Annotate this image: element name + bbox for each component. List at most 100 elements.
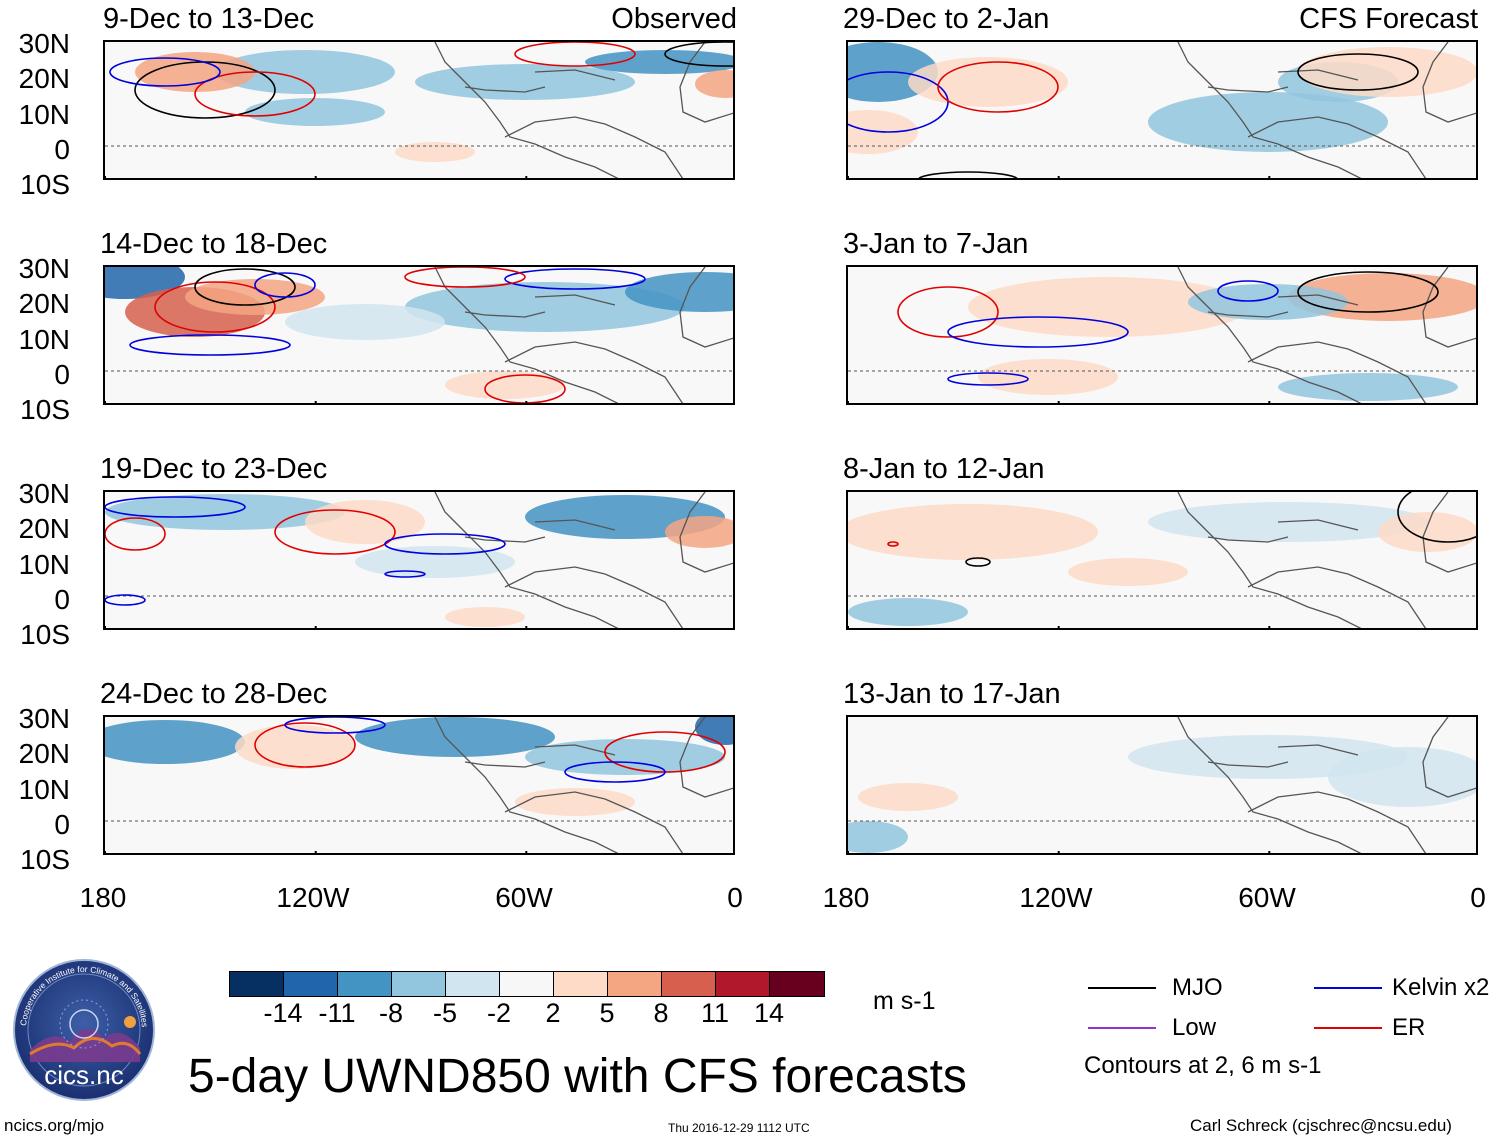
colorbar-swatch [554,972,608,996]
y-tick-label: 30N [18,28,70,59]
panel-obs-2 [103,265,735,405]
colorbar-tick-label: -5 [432,998,458,1028]
anomaly-region [245,98,385,126]
website-link[interactable]: ncics.org/mjo [4,1116,105,1135]
anomaly-region [285,304,445,340]
panel-fcst-2 [846,265,1478,405]
y-tick-label: 0 [54,584,70,615]
colorbar-swatch [662,972,716,996]
wave-contour [1297,271,1439,313]
colorbar-tick-label: 11 [700,998,730,1028]
wave-contour [384,533,506,555]
legend-label-kelvin: Kelvin x2 [1392,974,1490,1001]
colorbar-tick-label: -14 [263,998,303,1028]
anomaly-region [355,717,555,757]
colorbar-swatch [284,972,338,996]
anomaly-region [185,279,325,315]
panel-obs-3 [103,490,735,630]
wave-contour [918,171,1018,178]
legend-swatch-mjo [1088,987,1156,989]
forecast-label: CFS Forecast [1299,3,1478,35]
colorbar-swatch [500,972,554,996]
wave-contour [109,57,221,87]
wave-contour [1217,280,1279,302]
contour-note: Contours at 2, 6 m s-1 [1084,1052,1322,1079]
panel-title: 13-Jan to 17-Jan [843,678,1061,710]
colorbar-swatch [338,972,392,996]
y-tick-label: 10N [18,99,70,130]
chart-title: 5-day UWND850 with CFS forecasts [188,1050,967,1103]
coastline [434,492,733,628]
wave-contour [129,334,291,356]
anomaly-region [665,516,733,548]
colorbar-tick-label: 14 [753,998,785,1028]
anomaly-region [695,717,733,745]
anomaly-region [1188,284,1348,320]
map-field [848,492,1476,628]
colorbar-swatch [392,972,446,996]
x-tick-label: 120W [276,882,350,913]
coastline [1177,267,1476,403]
colorbar-tick-label: 5 [599,998,615,1028]
wave-contour [947,372,1029,386]
wave-contour [384,570,426,578]
y-tick-label: 30N [18,253,70,284]
legend-swatch-er [1314,1027,1382,1029]
wave-contour [564,761,666,783]
anomaly-region [515,788,635,816]
y-tick-label: 10S [20,844,70,875]
timestamp: Thu 2016-12-29 1112 UTC [668,1121,810,1135]
anomaly-region [1278,373,1458,401]
panel-fcst-3 [846,490,1478,630]
anomaly-region [968,277,1248,337]
anomaly-region [355,546,515,578]
colorbar-tick-label: -11 [318,998,356,1028]
coastline [434,267,733,403]
anomaly-region [1068,558,1188,586]
map-field [105,717,733,853]
colorbar-swatch [446,972,500,996]
anomaly-region [445,607,525,627]
panel-title: 14-Dec to 18-Dec [100,228,328,260]
colorbar-swatch [230,972,284,996]
logo-text: cics.nc [44,1060,123,1090]
colorbar-tick-label: -8 [378,998,404,1028]
panel-title: 8-Jan to 12-Jan [843,453,1045,485]
cics-logo: cics.nc Cooperative Institute for Climat… [13,959,155,1101]
anomaly-region [858,783,958,811]
legend-label-mjo: MJO [1172,974,1223,1001]
map-field [105,42,733,178]
y-tick-label: 30N [18,703,70,734]
colorbar-swatch [608,972,662,996]
legend-swatch-low [1088,1027,1156,1029]
legend-label-low: Low [1172,1014,1217,1041]
map-field [848,267,1476,403]
anomaly-region [1378,512,1476,552]
wave-contour [947,316,1129,348]
y-tick-label: 10N [18,774,70,805]
x-tick-label: 0 [1470,882,1486,913]
coastline [1177,717,1476,853]
wave-contour [504,268,646,290]
x-tick-label: 60W [1238,882,1296,913]
anomaly-region [305,500,425,544]
x-tick-label: 120W [1019,882,1093,913]
anomaly-region [135,52,255,92]
panel-title: 3-Jan to 7-Jan [843,228,1029,260]
anomaly-region [585,50,733,74]
legend-label-er: ER [1392,1014,1426,1041]
panel-obs-1 [103,40,735,180]
wave-contour [484,374,566,403]
anomaly-region [395,142,475,162]
anomaly-region [105,720,245,764]
map-field [105,267,733,403]
y-tick-label: 10N [18,324,70,355]
anomaly-region [1128,735,1408,779]
colorbar-units: m s-1 [873,987,936,1015]
y-tick-label: 30N [18,478,70,509]
y-tick-label: 10S [20,394,70,425]
map-field [848,717,1476,853]
panel-title: 19-Dec to 23-Dec [100,453,328,485]
anomaly-region [415,64,635,100]
anomaly-region [848,504,1098,560]
